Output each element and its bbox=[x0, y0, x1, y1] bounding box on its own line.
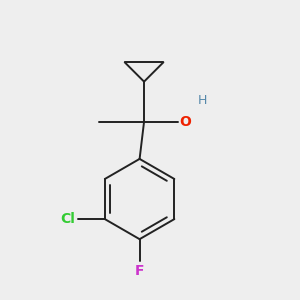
Text: F: F bbox=[135, 264, 144, 278]
Text: Cl: Cl bbox=[60, 212, 75, 226]
Text: H: H bbox=[198, 94, 207, 107]
Text: O: O bbox=[179, 116, 191, 129]
